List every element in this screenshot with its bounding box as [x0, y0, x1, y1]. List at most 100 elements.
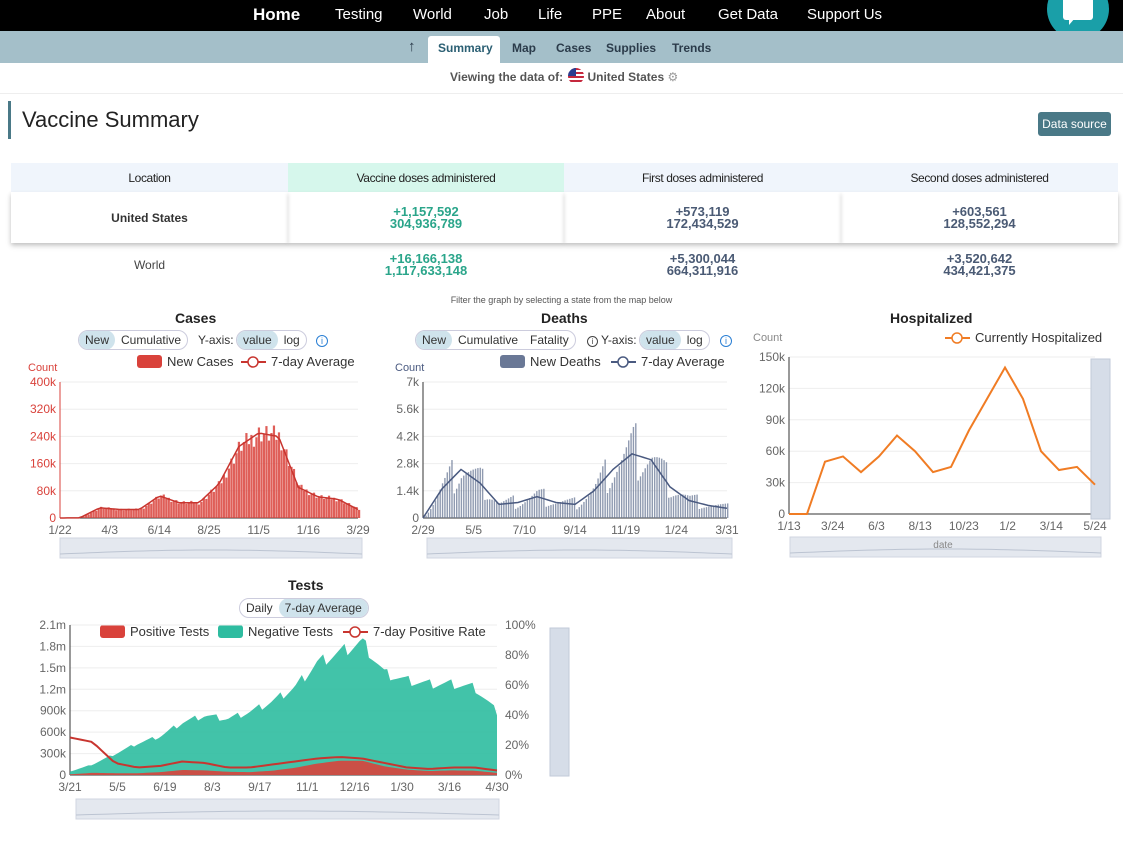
bar [197, 504, 200, 518]
bar [474, 468, 477, 518]
bar [675, 495, 677, 518]
bar [727, 503, 729, 518]
up-arrow-icon[interactable]: ↑ [408, 38, 416, 55]
bar [260, 441, 263, 518]
bar [498, 503, 500, 518]
tests-mode-daily[interactable]: Daily [246, 601, 273, 615]
nav-support-us[interactable]: Support Us [807, 6, 883, 23]
nav-job[interactable]: Job [484, 6, 509, 23]
bar [439, 489, 441, 518]
cases-yaxis-value[interactable]: value [237, 331, 278, 349]
bar [220, 483, 223, 518]
bar [463, 475, 465, 518]
tab-supplies[interactable]: Supplies [606, 41, 657, 55]
bar [712, 505, 715, 518]
bar [215, 486, 218, 518]
cases-yaxis-log[interactable]: log [283, 333, 300, 347]
nav-about[interactable]: About [646, 6, 686, 23]
legend-label: 7-day Average [641, 354, 725, 369]
bar [257, 427, 261, 518]
tab-map[interactable]: Map [512, 41, 536, 55]
nav-ppe[interactable]: PPE [592, 6, 623, 23]
nav-testing[interactable]: Testing [335, 6, 383, 23]
tests-mode-toggle: Daily 7-day Average [239, 598, 369, 618]
tests-chart[interactable]: Positive Tests Negative Tests 7-day Positi… [20, 616, 580, 822]
average-line [422, 453, 728, 519]
column-header[interactable]: Second doses administered [841, 163, 1118, 192]
zoom-slider-shadow [75, 810, 500, 816]
info-icon[interactable]: i [316, 335, 328, 347]
y-tick-label: 2.1m [39, 618, 66, 632]
nav-world[interactable]: World [413, 6, 452, 23]
bar [512, 495, 514, 518]
x-tick-label: 4/30 [485, 780, 509, 794]
zoom-slider [789, 536, 1102, 558]
bar [595, 483, 597, 518]
bar [592, 488, 595, 518]
deaths-mode-cumulative[interactable]: Cumulative [458, 333, 519, 347]
table-row[interactable]: United States +1,157,592 304,936,789 +573… [11, 192, 1118, 243]
gear-icon[interactable]: ⚙ [667, 70, 679, 84]
chat-bubble-icon [1063, 0, 1093, 20]
bar [698, 508, 701, 518]
y-tick-label: 90k [766, 413, 786, 427]
cases-mode-new[interactable]: New [79, 331, 116, 349]
viewing-country[interactable]: United States [587, 70, 665, 84]
y2-tick-label: 0% [505, 768, 523, 782]
deaths-mode-new[interactable]: New [416, 331, 453, 349]
bar [175, 500, 178, 518]
bar [245, 433, 248, 518]
hospitalized-chart[interactable]: Count Currently Hospitalized 0 30k 60k 90k 120… [745, 326, 1115, 562]
column-header[interactable]: First doses administered [564, 163, 841, 192]
x-tick-label: 3/14 [1040, 519, 1064, 533]
bar [212, 491, 215, 518]
bar [242, 442, 246, 518]
bar [583, 501, 585, 518]
x-tick-label: 1/2 [999, 519, 1016, 533]
deaths-yaxis-log[interactable]: log [686, 333, 703, 347]
bar [484, 499, 486, 518]
nav-home[interactable]: Home [253, 5, 301, 24]
bar [250, 434, 253, 518]
data-source-button[interactable]: Data source [1038, 112, 1111, 136]
info-icon[interactable]: i [587, 336, 598, 347]
bar [517, 507, 519, 518]
bar [649, 460, 651, 518]
nav-get-data[interactable]: Get Data [718, 6, 779, 23]
bar [177, 503, 180, 518]
tab-summary[interactable]: Summary [438, 41, 493, 55]
deaths-chart[interactable]: Count New Deaths 7-day Average 0 1.4k 2.8k 4.2… [385, 352, 740, 562]
table-header-row: Location Vaccine doses administered Firs… [11, 163, 1118, 192]
bar [105, 508, 108, 518]
legend-label: Positive Tests [130, 624, 210, 639]
bar [92, 510, 95, 518]
cases-mode-cumulative[interactable]: Cumulative [121, 333, 182, 347]
deaths-yaxis-value[interactable]: value [640, 331, 681, 349]
bar [526, 500, 529, 518]
bar [677, 494, 679, 518]
tests-mode-7day[interactable]: 7-day Average [278, 599, 368, 617]
cases-chart[interactable]: Count New Cases 7-day Average 0 80k 160k 240k 3… [20, 352, 370, 562]
bar [150, 503, 153, 518]
bar [460, 478, 463, 518]
y-tick-label: 0 [778, 507, 785, 521]
bar [192, 503, 195, 518]
bar [307, 495, 311, 518]
info-icon[interactable]: i [720, 335, 732, 347]
zoom-slider-shadow [789, 548, 1102, 554]
nav-life[interactable]: Life [538, 6, 563, 23]
column-header[interactable]: Vaccine doses administered [288, 163, 564, 192]
deaths-mode-fatality[interactable]: Fatality [530, 333, 569, 347]
tab-trends[interactable]: Trends [672, 41, 712, 55]
bar [722, 503, 724, 518]
tab-cases[interactable]: Cases [556, 41, 592, 55]
bar [493, 500, 496, 518]
delta-value: +573,119 [675, 203, 730, 219]
bar [672, 496, 675, 518]
bar [628, 440, 630, 518]
bar [665, 462, 668, 518]
legend-marker [617, 356, 629, 368]
bar [609, 488, 611, 518]
table-row[interactable]: World +16,166,138 1,117,633,148 +5,300,04… [11, 243, 1118, 287]
bar [684, 494, 686, 518]
